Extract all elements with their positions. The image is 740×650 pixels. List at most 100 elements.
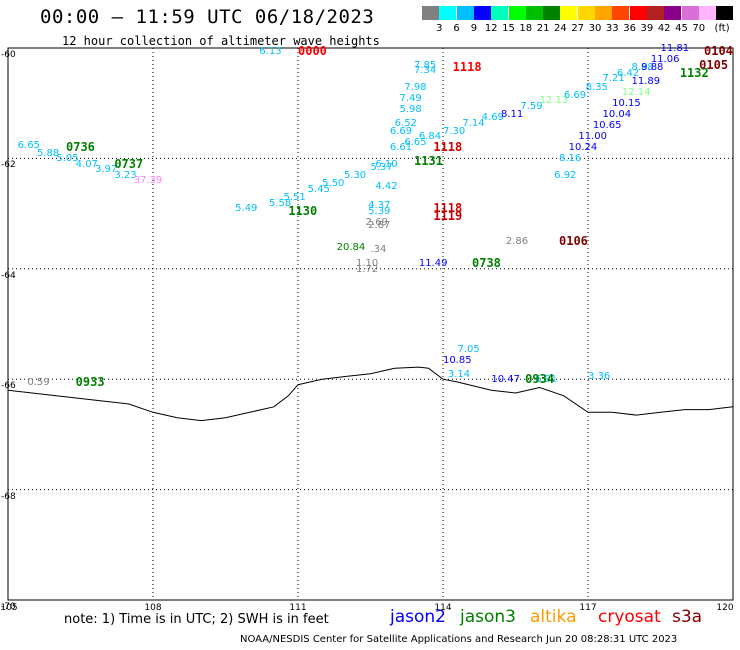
wave-height-value: 7.34 [414, 65, 437, 77]
colorbar-swatch [664, 6, 682, 20]
colorbar-label: 15 [502, 23, 515, 34]
colorbar-swatch [716, 6, 734, 20]
legend-cryosat: cryosat [598, 607, 661, 627]
lon-tick-label: 120 [716, 603, 734, 613]
lat-tick-label: -64 [1, 270, 16, 281]
wave-height-value: 3.23 [114, 169, 137, 181]
wave-height-value: 5.45 [307, 183, 330, 195]
colorbar-swatch [577, 6, 595, 20]
pass-time-label: 0738 [472, 256, 501, 271]
pass-time-label: 1118 [433, 140, 463, 155]
wave-height-value: 7.98 [404, 81, 427, 93]
colorbar-label: 21 [536, 23, 550, 34]
pass-time-label: 1118 [452, 60, 482, 75]
lon-tick-label: 105 [0, 603, 18, 613]
legend-altika: altika [530, 607, 577, 627]
wave-height-value: 10.47 [491, 374, 520, 386]
wave-height-value: 9.88 [641, 62, 664, 74]
wave-height-value: 6.52 [394, 117, 417, 129]
pass-time-label: 1131 [414, 154, 443, 169]
pass-time-label: 0736 [66, 140, 95, 155]
colorbar-label: 24 [554, 23, 567, 34]
wave-height-value: 6.84 [418, 131, 442, 143]
colorbar-swatch [525, 6, 543, 20]
lon-tick-label: 114 [434, 603, 452, 613]
wave-height-value: 10.15 [612, 98, 641, 110]
colorbar-label: 30 [588, 23, 602, 34]
wave-height-value: 7.59 [520, 100, 543, 112]
colorbar-label: 9 [470, 23, 478, 34]
wave-height-value: 7.05 [457, 343, 480, 355]
wave-height-value: 10.65 [592, 120, 622, 132]
wave-height-value: 4.69 [481, 112, 504, 123]
lat-tick-label: -70 [1, 602, 16, 612]
wave-height-value: .34 [370, 244, 387, 256]
wave-height-value: 5.30 [343, 169, 367, 181]
wave-height-value: 37.39 [133, 175, 163, 187]
colorbar-swatch [646, 6, 664, 20]
wave-height-value: 6.91 [534, 374, 558, 386]
wave-height-value: 6.69 [389, 125, 413, 137]
colorbar-swatch [473, 6, 491, 20]
wave-height-value: 11.81 [660, 43, 690, 54]
pass-time-label: 1119 [433, 209, 463, 224]
colorbar-label: 45 [675, 23, 688, 34]
wave-height-value: 6.13 [259, 45, 282, 57]
wave-height-value: 7.14 [462, 117, 485, 129]
wave-height-value: 5.58 [269, 197, 292, 209]
colorbar-label: 27 [571, 23, 585, 34]
pass-time-label: 0737 [114, 156, 144, 171]
wave-height-value: 20.84 [336, 241, 366, 253]
colorbar-swatch [698, 6, 716, 20]
colorbar-swatch [612, 6, 630, 20]
colorbar-swatch [456, 6, 474, 20]
wave-height-value: 7.21 [602, 73, 625, 85]
wave-height-value: 2.69 [365, 216, 388, 228]
wave-height-value: 1.10 [356, 258, 379, 270]
wave-height-value: 8.16 [559, 153, 582, 165]
wave-height-value: 5.37 [370, 161, 393, 173]
wave-height-value: 7.49 [399, 92, 422, 104]
wave-height-value: 6.65 [404, 136, 427, 148]
wave-height-value: 12.13 [539, 95, 569, 107]
wave-height-value: 1.72 [356, 263, 379, 275]
wave-height-value: 6.42 [617, 67, 640, 79]
wave-height-value: 12.14 [621, 87, 651, 99]
wave-height-value: 5.88 [37, 147, 60, 159]
wave-height-value: 5.05 [56, 153, 79, 165]
pass-time-label: 0105 [699, 57, 729, 72]
colorbar-swatch [422, 6, 439, 20]
lat-tick-label: -68 [1, 491, 16, 502]
wave-height-value: 8.11 [501, 109, 524, 121]
wave-height-value: 8.88 [631, 62, 654, 74]
wave-height-value: 11.06 [650, 54, 680, 66]
colorbar-label: 33 [605, 23, 619, 34]
colorbar-label: (ft) [714, 23, 730, 34]
wave-height-value: 5.51 [283, 192, 306, 204]
pass-time-label: 1118 [433, 201, 463, 216]
lat-tick-label: -60 [1, 50, 16, 60]
colorbar-swatch [508, 6, 526, 20]
wave-height-value: 4.42 [375, 181, 398, 192]
wave-height-value: 5.98 [399, 103, 422, 115]
lat-tick-label: -62 [1, 160, 16, 171]
legend-s3a: s3a [672, 607, 703, 627]
wave-height-value: 0.59 [27, 376, 50, 388]
lon-tick-label: 108 [144, 603, 162, 613]
colorbar-swatch [543, 6, 561, 20]
colorbar-label: 36 [623, 23, 636, 34]
wave-height-value: 7.85 [414, 59, 437, 71]
wave-height-value: 3.97 [95, 164, 118, 176]
credit-line: NOAA/NESDIS Center for Satellite Applica… [240, 634, 678, 645]
colorbar-label: 12 [484, 23, 498, 34]
wave-height-value: 3.36 [588, 371, 611, 383]
wave-height-value: 4.07 [75, 158, 98, 170]
pass-time-label: 0934 [525, 372, 555, 387]
pass-time-label: 0000 [298, 43, 327, 58]
colorbar-label: 39 [640, 23, 654, 34]
colorbar-swatch [681, 6, 699, 20]
wave-height-value: 2.87 [368, 219, 391, 231]
pass-time-label: 1132 [679, 65, 709, 80]
colorbar-label: 18 [519, 23, 533, 34]
lon-tick-label: 117 [579, 603, 597, 613]
